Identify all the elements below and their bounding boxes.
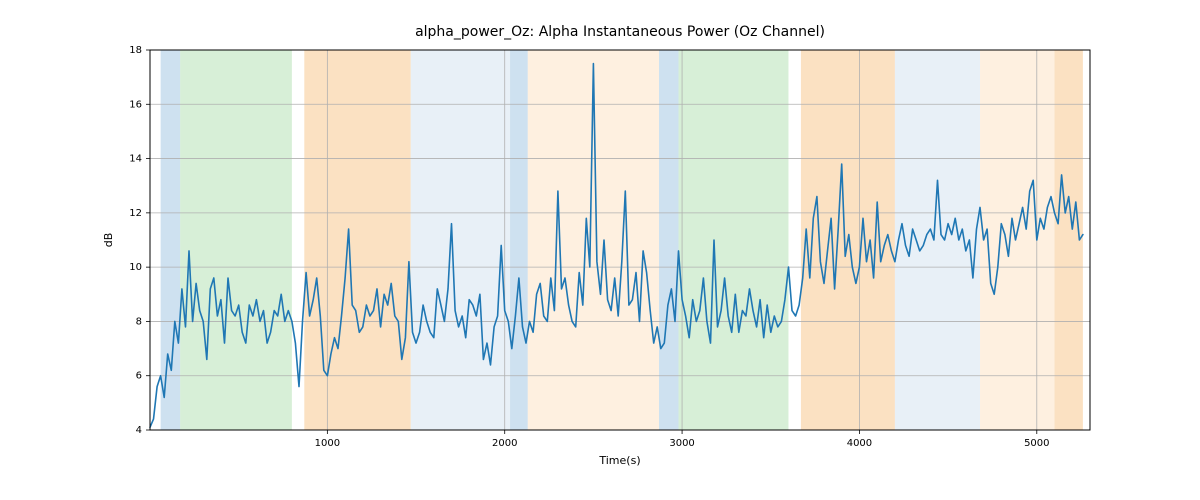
x-tick-label: 5000 — [1024, 438, 1049, 449]
background-band — [180, 50, 292, 430]
alpha-power-chart: 1000 2000 3000 4000 5000 4 6 8 10 12 14 16 18 Time(s)… — [0, 0, 1200, 500]
y-tick-label: 12 — [129, 208, 142, 219]
y-tick-label: 16 — [129, 99, 142, 110]
x-tick-label: 2000 — [492, 438, 517, 449]
background-band — [895, 50, 980, 430]
background-band — [659, 50, 679, 430]
x-tick-label: 4000 — [847, 438, 872, 449]
x-tick-label: 1000 — [315, 438, 340, 449]
y-tick-label: 14 — [129, 154, 142, 165]
y-tick-label: 6 — [136, 371, 142, 382]
y-tick-label: 18 — [129, 45, 142, 56]
background-band — [161, 50, 181, 430]
x-axis-label: Time(s) — [598, 454, 640, 467]
y-tick-label: 10 — [129, 262, 142, 273]
y-tick-label: 8 — [136, 316, 142, 327]
x-tick-label: 3000 — [669, 438, 694, 449]
y-axis-label: dB — [102, 233, 115, 248]
background-band — [304, 50, 410, 430]
background-band — [679, 50, 789, 430]
y-tick-label: 4 — [136, 425, 142, 436]
background-band — [411, 50, 510, 430]
background-band — [980, 50, 1054, 430]
background-band — [510, 50, 528, 430]
chart-title: alpha_power_Oz: Alpha Instantaneous Powe… — [415, 24, 825, 40]
